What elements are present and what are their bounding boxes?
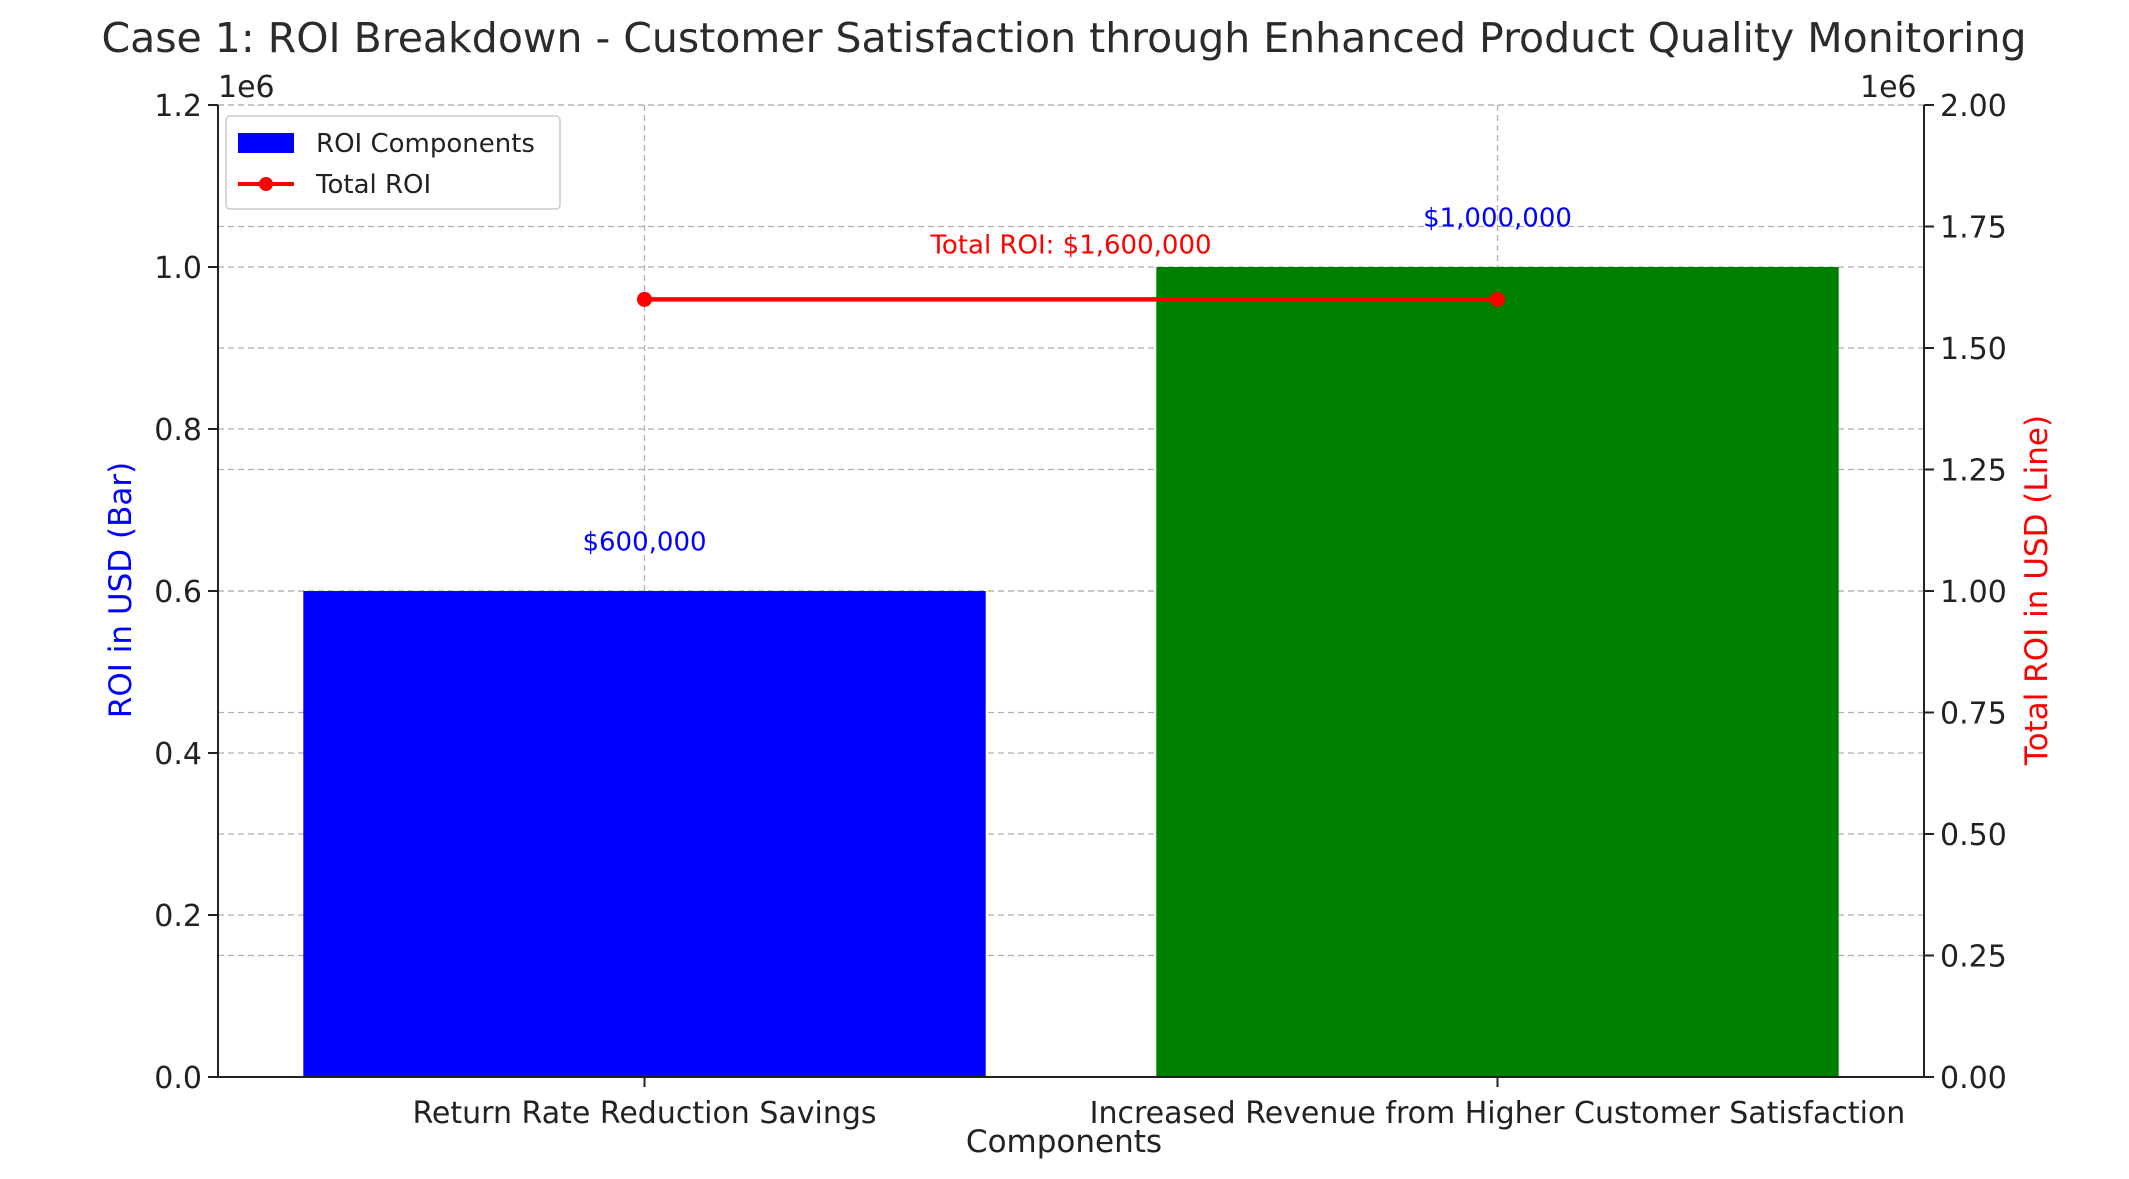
y2-tick-label: 1.25 xyxy=(1940,454,2007,489)
legend-label-roi-components: ROI Components xyxy=(316,129,535,159)
y2-tick-label: 0.50 xyxy=(1940,818,2007,853)
y2-tick-label: 1.00 xyxy=(1940,575,2007,610)
bars: $600,000 $1,000,000 xyxy=(303,204,1839,1077)
y2-tick-label: 0.00 xyxy=(1940,1061,2007,1096)
total-roi-line-group: Total ROI: $1,600,000 xyxy=(637,230,1505,307)
total-roi-annotation: Total ROI: $1,600,000 xyxy=(929,230,1211,260)
y-tick-label: 0.0 xyxy=(154,1061,202,1096)
y2-tick-label: 1.50 xyxy=(1940,332,2007,367)
y-tick-label: 0.8 xyxy=(154,413,202,448)
chart-title: Case 1: ROI Breakdown - Customer Satisfa… xyxy=(101,14,2026,62)
y2-tick-label: 1.75 xyxy=(1940,211,2007,246)
bar-value-label: $600,000 xyxy=(582,528,706,558)
bar-value-label: $1,000,000 xyxy=(1423,204,1572,234)
y2-tick-label: 2.00 xyxy=(1940,89,2007,124)
bar xyxy=(303,591,986,1077)
y-tick-label: 0.2 xyxy=(154,899,202,934)
legend-bar-swatch xyxy=(238,133,294,153)
y2-tick-label: 0.75 xyxy=(1940,697,2007,732)
legend-label-total-roi: Total ROI xyxy=(315,170,431,200)
y-axis-title: ROI in USD (Bar) xyxy=(103,462,139,718)
legend: ROI Components Total ROI xyxy=(225,115,561,210)
y2-tick-label: 0.25 xyxy=(1940,940,2007,975)
y2-axis-title: Total ROI in USD (Line) xyxy=(2019,415,2055,766)
x-tick-label: Increased Revenue from Higher Customer S… xyxy=(1090,1096,1906,1131)
y2-axis-scale-label: 1e6 xyxy=(1860,70,1917,105)
ticks: 0.0 0.2 0.4 0.6 0.8 1.0 1.2 0.00 0.25 0.50 0.75 1.0… xyxy=(154,89,2007,1131)
legend-box xyxy=(225,115,561,210)
y-tick-label: 0.4 xyxy=(154,737,202,772)
total-roi-point xyxy=(637,291,652,307)
bar xyxy=(1156,267,1839,1077)
legend-line-marker xyxy=(259,177,273,191)
y-tick-label: 1.0 xyxy=(154,251,202,286)
y-tick-label: 1.2 xyxy=(154,89,202,124)
x-tick-label: Return Rate Reduction Savings xyxy=(412,1096,876,1131)
total-roi-point xyxy=(1490,291,1505,307)
x-axis-title: Components xyxy=(966,1124,1162,1160)
y-axis-scale-label: 1e6 xyxy=(218,70,275,105)
y-tick-label: 0.6 xyxy=(154,575,202,610)
